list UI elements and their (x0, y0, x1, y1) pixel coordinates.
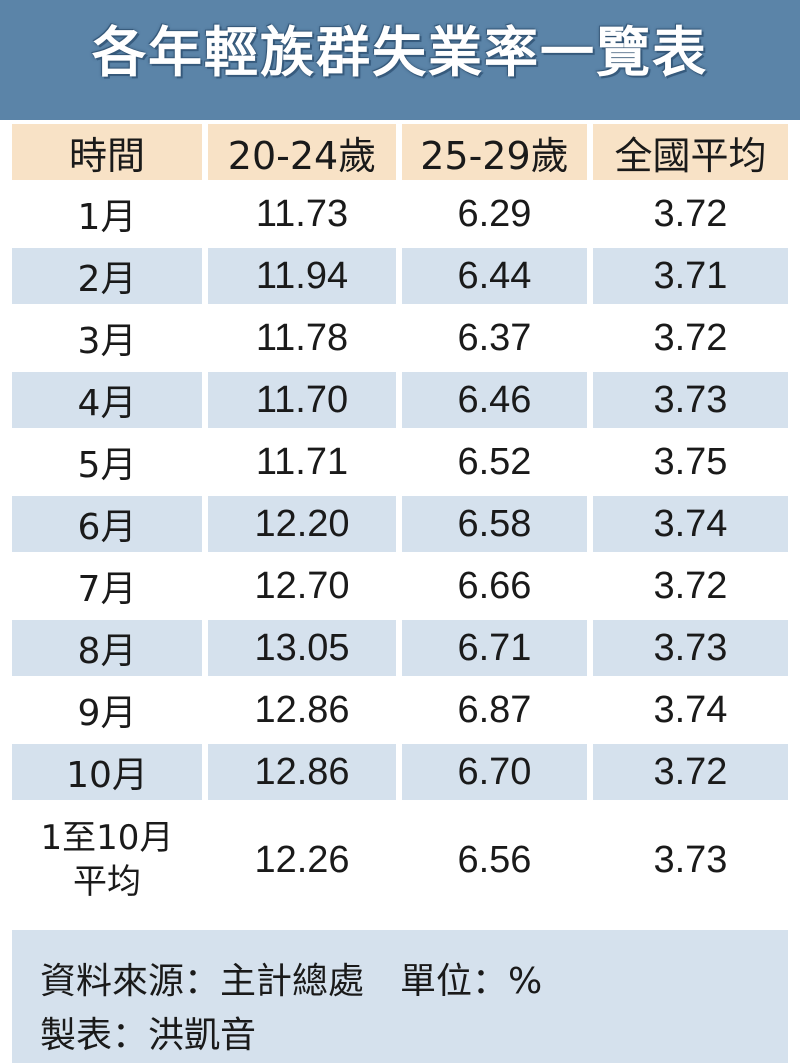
title-banner-edge (0, 110, 800, 120)
rate-25-29-cell: 6.70 (401, 744, 587, 800)
month-cell: 7月 (12, 558, 202, 614)
table-footer: 資料來源：主計總處 單位：% 製表：洪凱音 (12, 930, 788, 1063)
author-credit: 製表：洪凱音 (40, 1015, 257, 1056)
title-banner (0, 0, 800, 110)
table-row: 8月 13.05 6.71 3.73 (12, 620, 788, 676)
table-row: 4月 11.70 6.46 3.73 (12, 372, 788, 428)
rate-20-24-cell: 12.86 (208, 682, 396, 738)
month-cell: 4月 (12, 372, 202, 428)
table-row: 3月 11.78 6.37 3.72 (12, 310, 788, 366)
rate-25-29-cell: 6.66 (401, 558, 587, 614)
month-cell: 6月 (12, 496, 202, 552)
average-rate-20-24-cell: 12.26 (208, 806, 396, 914)
month-cell: 2月 (12, 248, 202, 304)
national-average-cell: 3.72 (592, 310, 788, 366)
national-average-cell: 3.73 (592, 620, 788, 676)
rate-25-29-cell: 6.37 (401, 310, 587, 366)
rate-20-24-cell: 12.20 (208, 496, 396, 552)
table-row: 2月 11.94 6.44 3.71 (12, 248, 788, 304)
rate-25-29-cell: 6.44 (401, 248, 587, 304)
rate-25-29-cell: 6.58 (401, 496, 587, 552)
table-header-row: 時間 20-24歲 25-29歲 全國平均 (12, 124, 788, 180)
rate-25-29-cell: 6.46 (401, 372, 587, 428)
unemployment-table: 時間 20-24歲 25-29歲 全國平均 1月 11.73 6.29 3.72… (6, 118, 794, 920)
table-row: 5月 11.71 6.52 3.75 (12, 434, 788, 490)
rate-20-24-cell: 11.73 (208, 186, 396, 242)
column-header-time: 時間 (12, 124, 202, 180)
month-cell: 9月 (12, 682, 202, 738)
table-row: 9月 12.86 6.87 3.74 (12, 682, 788, 738)
rate-20-24-cell: 12.86 (208, 744, 396, 800)
rate-20-24-cell: 13.05 (208, 620, 396, 676)
table-row: 1月 11.73 6.29 3.72 (12, 186, 788, 242)
month-cell: 8月 (12, 620, 202, 676)
column-header-age-20-24: 20-24歲 (208, 124, 396, 180)
rate-20-24-cell: 11.71 (208, 434, 396, 490)
rate-20-24-cell: 11.70 (208, 372, 396, 428)
rate-25-29-cell: 6.71 (401, 620, 587, 676)
national-average-cell: 3.74 (592, 682, 788, 738)
table-row: 7月 12.70 6.66 3.72 (12, 558, 788, 614)
page-title: 各年輕族群失業率一覽表 (92, 21, 708, 84)
rate-25-29-cell: 6.87 (401, 682, 587, 738)
national-average-cell: 3.75 (592, 434, 788, 490)
national-average-cell: 3.72 (592, 558, 788, 614)
month-cell: 5月 (12, 434, 202, 490)
unemployment-table-container: 時間 20-24歲 25-29歲 全國平均 1月 11.73 6.29 3.72… (12, 118, 788, 920)
month-cell: 3月 (12, 310, 202, 366)
rate-20-24-cell: 11.94 (208, 248, 396, 304)
table-row: 10月 12.86 6.70 3.72 (12, 744, 788, 800)
national-average-cell: 3.72 (592, 186, 788, 242)
source-and-unit-note: 資料來源：主計總處 單位：% (40, 961, 543, 1002)
national-average-cell: 3.72 (592, 744, 788, 800)
average-row: 1至10月 平均 12.26 6.56 3.73 (12, 806, 788, 914)
column-header-age-25-29: 25-29歲 (401, 124, 587, 180)
average-period-label-line2: 平均 (73, 862, 141, 902)
average-period-label-line1: 1至10月 (40, 818, 174, 858)
rate-25-29-cell: 6.52 (401, 434, 587, 490)
national-average-cell: 3.73 (592, 372, 788, 428)
average-period-cell: 1至10月 平均 (12, 806, 202, 914)
average-rate-25-29-cell: 6.56 (401, 806, 587, 914)
average-national-cell: 3.73 (592, 806, 788, 914)
month-cell: 1月 (12, 186, 202, 242)
national-average-cell: 3.74 (592, 496, 788, 552)
national-average-cell: 3.71 (592, 248, 788, 304)
column-header-national-average: 全國平均 (592, 124, 788, 180)
table-row: 6月 12.20 6.58 3.74 (12, 496, 788, 552)
month-cell: 10月 (12, 744, 202, 800)
rate-20-24-cell: 12.70 (208, 558, 396, 614)
rate-25-29-cell: 6.29 (401, 186, 587, 242)
rate-20-24-cell: 11.78 (208, 310, 396, 366)
